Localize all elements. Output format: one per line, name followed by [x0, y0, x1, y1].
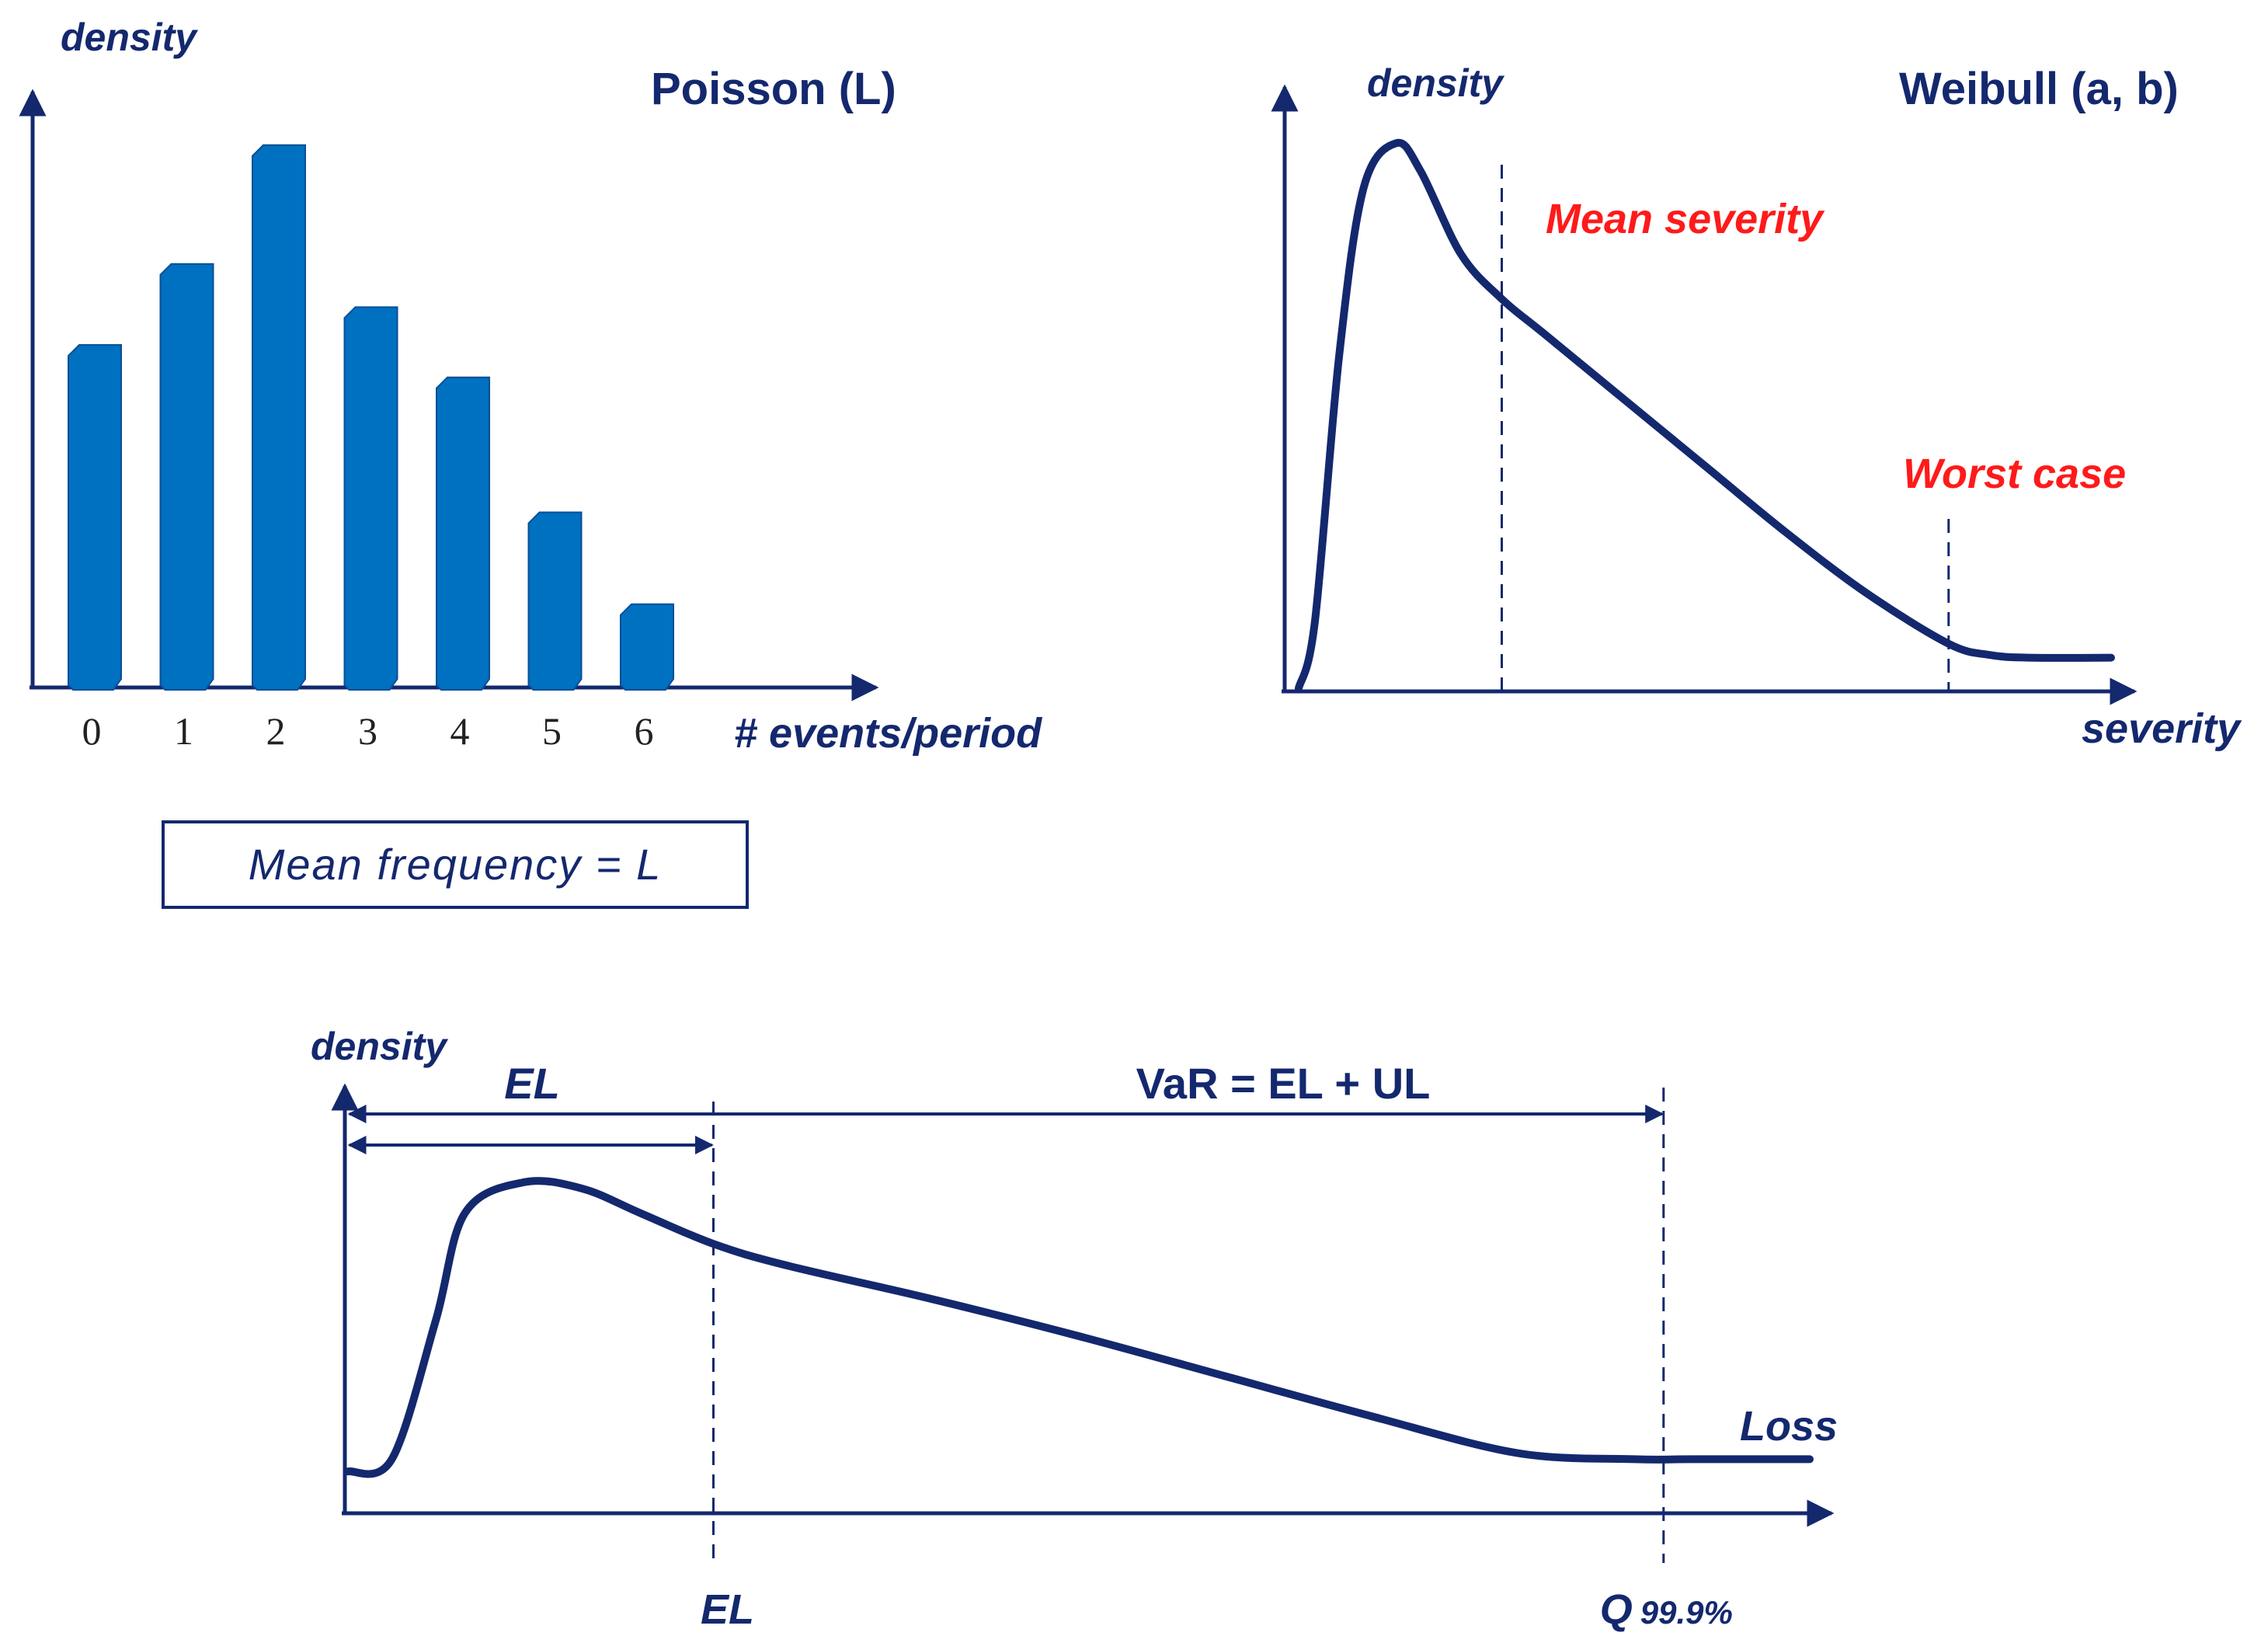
- poisson-bar-1: [159, 263, 214, 691]
- poisson-tick-label-1: 1: [174, 709, 193, 753]
- mean-frequency-box: [162, 820, 749, 909]
- weibull-title: Weibull (a, b): [1899, 64, 2179, 114]
- loss-x-label: Loss: [1740, 1403, 1838, 1450]
- poisson-tick-label-3: 3: [358, 709, 377, 753]
- weibull-y-label: density: [1367, 61, 1504, 105]
- loss-spans: EL VaR = EL + UL: [347, 1059, 1664, 1154]
- var-span-label: VaR = EL + UL: [1136, 1059, 1431, 1108]
- poisson-tick-label-5: 5: [542, 709, 562, 753]
- poisson-bar-3: [343, 306, 398, 691]
- weibull-marker-label-2: Worst case: [1903, 451, 2126, 497]
- poisson-bar-4: [436, 376, 490, 691]
- loss-y-label: density: [311, 1025, 448, 1068]
- poisson-chart: 0 1 2 3 4 5 6 density Poisson (L) # events/per…: [19, 16, 1042, 909]
- weibull-marker-label-1: Mean severity: [1546, 196, 1825, 242]
- weibull-curve: [1295, 138, 2115, 692]
- poisson-bar-5: [527, 511, 583, 691]
- weibull-chart: Mean severity Worst case density Weibull …: [1271, 61, 2242, 752]
- weibull-x-label: severity: [2082, 705, 2242, 752]
- poisson-tick-label-2: 2: [266, 709, 286, 753]
- poisson-tick-label-0: 0: [82, 709, 102, 753]
- mean-frequency-note: Mean frequency = L: [249, 840, 663, 889]
- poisson-tick-label-6: 6: [635, 709, 654, 753]
- el-span-label: EL: [504, 1059, 560, 1108]
- poisson-bar-6: [620, 603, 674, 691]
- weibull-markers: Mean severity Worst case: [1501, 165, 2126, 690]
- poisson-y-label: density: [61, 16, 198, 59]
- loss-marker-label-q: Q: [1600, 1586, 1633, 1633]
- poisson-bar-2: [252, 144, 306, 691]
- poisson-title: Poisson (L): [651, 64, 896, 114]
- poisson-bar-0: [68, 344, 122, 691]
- loss-chart: EL Q 99.9% EL VaR = EL + UL density Loss: [311, 1025, 1838, 1633]
- loss-marker-sublabel-q: 99.9%: [1640, 1594, 1733, 1631]
- loss-markers: EL Q 99.9%: [701, 1088, 1733, 1633]
- loss-marker-label-el: EL: [701, 1586, 754, 1633]
- loss-curve: [344, 1177, 1814, 1478]
- poisson-bars: 0 1 2 3 4 5 6: [68, 144, 674, 753]
- poisson-x-label: # events/period: [734, 710, 1042, 757]
- poisson-tick-label-4: 4: [450, 709, 470, 753]
